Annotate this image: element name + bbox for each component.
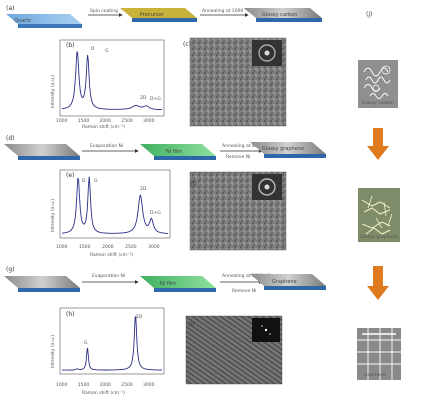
label-j: (j) — [366, 11, 372, 18]
caption-glassy-carbon: Glassy carbon — [362, 100, 394, 106]
tick-label-h-2: 2000 — [100, 382, 112, 388]
svg-text:Ni film: Ni film — [160, 281, 176, 287]
ni-film-2: Ni film — [140, 144, 216, 160]
label-d: (d) — [6, 135, 15, 142]
tem-image-f — [189, 171, 287, 251]
label-i: (i) — [188, 321, 194, 328]
peak-label-b-3: D+G — [150, 96, 161, 102]
tick-label-b-4: 3000 — [143, 118, 155, 124]
peak-label-h-1: 2D — [136, 314, 143, 320]
ylabel-b: Intensity (a.u.) — [50, 75, 56, 108]
tick-label-e-1: 1500 — [79, 244, 91, 250]
caption-graphene: Graphene — [364, 372, 386, 378]
quartz-substrate: Quartz — [6, 14, 82, 28]
label-e: (e) — [66, 172, 74, 179]
glassy-carbon-start-3 — [4, 276, 80, 292]
graphene-sample: Graphene — [250, 274, 326, 290]
caption-glassy-graphene: Glassy graphene — [360, 234, 398, 240]
step-annealing-1000-3: Annealing at 1000 °C — [222, 273, 270, 279]
raman-spectrum-b — [59, 39, 165, 117]
glassy-graphene-sample: Glassy graphene — [250, 142, 326, 158]
label-h: (h) — [66, 311, 74, 318]
peak-label-e-0: D — [82, 178, 86, 184]
tick-label-b-2: 2000 — [100, 118, 112, 124]
tick-label-b-3: 2500 — [121, 118, 133, 124]
peak-label-h-0: G — [84, 340, 88, 346]
glassy-graphene-illustration — [358, 188, 400, 242]
glassy-carbon-sample: Glassy carbon — [244, 8, 322, 22]
xlabel-b: Raman shift (cm⁻¹) — [82, 124, 125, 130]
ylabel-h: Intensity (a.u.) — [50, 335, 56, 368]
label-f: (f) — [190, 181, 197, 188]
tick-label-h-0: 1000 — [56, 382, 68, 388]
peak-label-b-0: D — [91, 46, 95, 52]
label-c: (c) — [183, 41, 191, 48]
tick-label-e-0: 1000 — [56, 244, 68, 250]
tick-label-h-3: 2500 — [121, 382, 133, 388]
raman-spectrum-e — [59, 169, 171, 239]
peak-label-e-1: G — [94, 178, 98, 184]
peak-label-b-1: G — [105, 48, 109, 54]
svg-text:Glassy graphene: Glassy graphene — [262, 146, 304, 152]
step-spin-coating: Spin coating — [90, 8, 118, 14]
ni-film-3: Ni film — [140, 276, 216, 292]
tem-image-c — [189, 37, 287, 127]
peak-label-e-3: D+G — [150, 210, 161, 216]
step-annealing-850: Annealing at 850 °C — [222, 143, 267, 149]
tick-label-e-2: 2000 — [102, 244, 114, 250]
svg-text:Ni film: Ni film — [166, 149, 182, 155]
tick-label-h-4: 3000 — [143, 382, 155, 388]
tick-label-b-0: 1000 — [56, 118, 68, 124]
label-b: (b) — [66, 42, 75, 49]
tick-label-e-3: 2500 — [125, 244, 137, 250]
xlabel-e: Raman shift (cm⁻¹) — [90, 252, 133, 258]
raman-spectrum-h — [59, 307, 165, 375]
peak-label-e-2: 2D — [140, 186, 147, 192]
tick-label-h-1: 1500 — [78, 382, 90, 388]
down-arrow-1 — [367, 128, 389, 160]
down-arrow-2 — [367, 266, 389, 300]
xlabel-h: Raman shift (cm⁻¹) — [82, 390, 125, 396]
tick-label-e-4: 3000 — [148, 244, 160, 250]
svg-text:Quartz: Quartz — [14, 18, 31, 24]
svg-text:Graphene: Graphene — [272, 279, 297, 285]
peak-label-b-2: 2D — [140, 95, 147, 101]
svg-text:Precursor: Precursor — [140, 12, 165, 18]
step-remove-ni-2: Remove Ni — [226, 154, 250, 160]
step-annealing-1000: Annealing at 1000 °C — [202, 8, 250, 14]
tem-image-i — [185, 315, 283, 385]
label-g: (g) — [6, 266, 15, 273]
precursor-sample: Precursor — [120, 8, 197, 22]
step-evaporation-ni-2: Evaporation Ni — [90, 143, 123, 149]
tick-label-b-1: 1500 — [78, 118, 90, 124]
ylabel-e: Intensity (a.u.) — [50, 199, 56, 232]
svg-text:Glassy carbon: Glassy carbon — [262, 12, 297, 18]
glassy-carbon-start — [4, 144, 80, 160]
glassy-carbon-illustration — [358, 60, 398, 108]
graphene-illustration — [357, 328, 401, 380]
step-remove-ni-3: Remove Ni — [232, 288, 256, 294]
step-evaporation-ni-3: Evaporation Ni — [92, 273, 125, 279]
label-a: (a) — [6, 5, 14, 12]
